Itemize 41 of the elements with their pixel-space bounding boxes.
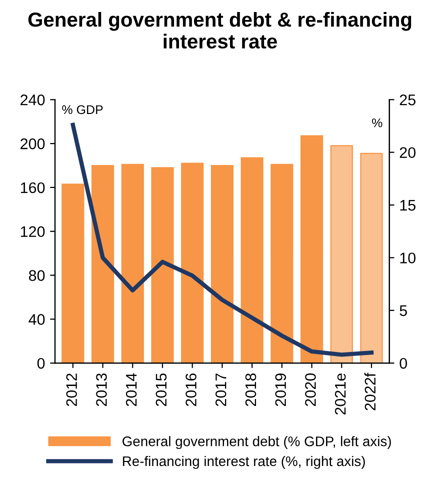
- annotation: %: [372, 118, 382, 128]
- y-tick-label: 0: [37, 358, 45, 369]
- x-tick-label: 2022f: [364, 372, 376, 410]
- bar: [151, 167, 174, 364]
- y-tick-label: 240: [20, 94, 45, 106]
- y2-tick-label: 25: [400, 94, 416, 106]
- x-tick-label: 2014: [126, 373, 137, 406]
- bar: [240, 157, 264, 364]
- legend-label: Re-financing interest rate (%, right axis): [122, 456, 365, 469]
- x-tick-label: 2017: [215, 374, 226, 406]
- y-tick-label: 160: [20, 182, 45, 194]
- bar: [181, 162, 204, 364]
- bar: [210, 164, 234, 364]
- x-tick-label: 2020: [305, 373, 316, 406]
- bar: [62, 184, 84, 364]
- legend-label: General government debt (% GDP, left axis): [122, 436, 391, 450]
- bar: [91, 164, 114, 364]
- x-tick-label: 2018: [245, 373, 256, 406]
- bar: [121, 164, 144, 364]
- bar: [330, 145, 353, 364]
- x-tick-label: 2013: [96, 373, 107, 406]
- x-tick-label: 2015: [156, 373, 167, 406]
- y2-tick-label: 15: [400, 200, 416, 211]
- x-tick-label: 2012: [66, 374, 78, 406]
- bar: [360, 152, 383, 364]
- y2-tick-label: 10: [400, 252, 416, 264]
- y2-tick-label: 5: [400, 305, 407, 316]
- y2-tick-label: 0: [400, 358, 408, 369]
- y-tick-label: 200: [20, 138, 45, 150]
- x-tick-label: 2019: [275, 374, 286, 406]
- chart-title: General government debt & re-financing interest rate: [28, 12, 412, 49]
- x-tick-label: 2021e: [334, 373, 346, 415]
- y-tick-label: 120: [20, 226, 45, 238]
- y-tick-label: 40: [28, 314, 45, 325]
- line-series: [70, 122, 374, 357]
- annotation: % GDP: [62, 105, 103, 114]
- bar: [300, 135, 324, 364]
- x-tick-label: 2016: [186, 373, 196, 406]
- y-tick-label: 80: [28, 270, 45, 281]
- y2-tick-label: 20: [400, 147, 416, 158]
- bar: [270, 164, 294, 364]
